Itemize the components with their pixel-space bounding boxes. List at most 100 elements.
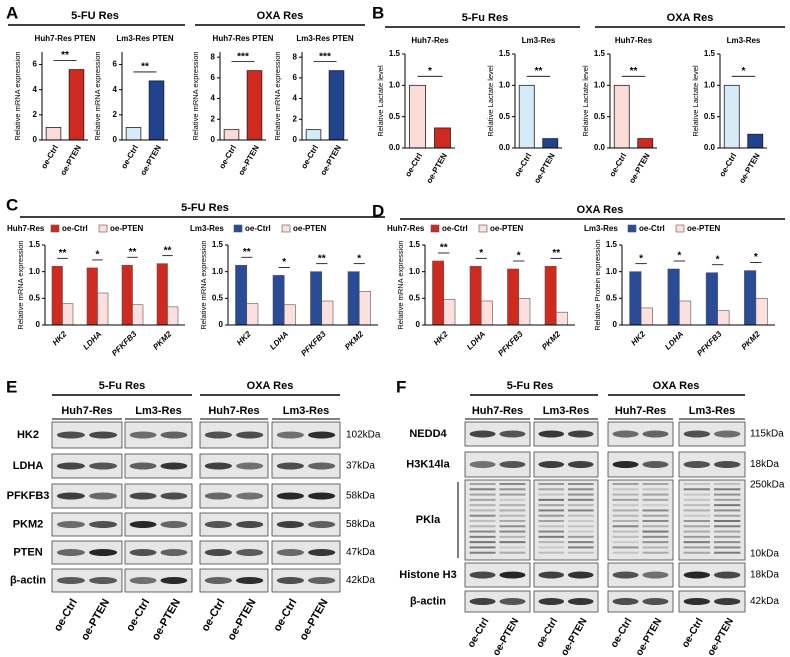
lane-label: oe-Ctrl bbox=[199, 597, 227, 634]
blot-band bbox=[713, 571, 741, 579]
blot-band bbox=[499, 461, 526, 468]
blot-band bbox=[499, 541, 526, 544]
blot-band bbox=[499, 525, 526, 528]
lane-label: oe-PTEN bbox=[706, 616, 736, 657]
bar bbox=[45, 127, 62, 141]
blot-band bbox=[204, 521, 232, 528]
blot-band bbox=[499, 514, 526, 517]
significance: * bbox=[428, 66, 432, 77]
bar bbox=[283, 304, 296, 326]
y-tick-label: 0.0 bbox=[594, 143, 606, 152]
x-tick-label: oe-Ctrl bbox=[718, 152, 739, 179]
blot-band bbox=[469, 551, 496, 554]
y-tick-label: 4 bbox=[211, 94, 216, 103]
y-tick-label: 0.0 bbox=[389, 143, 401, 152]
size-label: 37kDa bbox=[346, 461, 375, 472]
blot-band bbox=[236, 431, 264, 439]
protein-label: H3K14la bbox=[406, 458, 450, 470]
y-tick-label: 6 bbox=[211, 73, 216, 82]
protein-label: LDHA bbox=[13, 460, 44, 472]
x-tick-label: oe-Ctrl bbox=[403, 152, 424, 179]
y-axis-label: Relative mRNA expression bbox=[93, 51, 102, 140]
blot-band bbox=[642, 498, 669, 501]
blot-frame bbox=[124, 568, 193, 593]
panel-label: E bbox=[6, 377, 17, 396]
x-tick-label: oe-PTEN bbox=[627, 151, 652, 185]
blot-band bbox=[642, 430, 669, 438]
blot-frame bbox=[199, 540, 269, 565]
y-axis-label: Relative Lactate level bbox=[486, 65, 495, 137]
bar bbox=[705, 272, 718, 326]
blot-band bbox=[469, 598, 496, 605]
blot-band bbox=[713, 525, 741, 528]
y-tick-label: 0.0 bbox=[704, 143, 716, 152]
panel-label: A bbox=[6, 3, 18, 22]
y-axis-label: Relative Protein expression bbox=[593, 239, 602, 330]
blot-band bbox=[308, 577, 336, 584]
lane-label: oe-Ctrl bbox=[609, 616, 635, 650]
blot-band bbox=[567, 430, 594, 438]
blot-band bbox=[683, 598, 711, 605]
blot-band bbox=[683, 525, 711, 528]
legend-swatch bbox=[98, 224, 108, 233]
y-tick-label: 1.5 bbox=[409, 240, 421, 249]
blot-frame bbox=[533, 590, 599, 613]
lane-label: oe-Ctrl bbox=[466, 616, 492, 650]
blot-band bbox=[713, 598, 741, 605]
y-tick-label: 6 bbox=[33, 60, 38, 69]
y-tick-label: 0.5 bbox=[409, 293, 421, 302]
blot-band bbox=[713, 483, 741, 485]
blot-band bbox=[499, 504, 526, 507]
blot-band bbox=[499, 430, 526, 438]
blot-band bbox=[642, 493, 669, 496]
blot-band bbox=[538, 571, 565, 579]
cell-line: Huh7-Res bbox=[615, 405, 666, 417]
bar bbox=[305, 129, 322, 141]
blot-band bbox=[642, 514, 669, 517]
bar bbox=[544, 266, 557, 326]
y-axis-label: Relative mRNA expression bbox=[13, 51, 22, 140]
x-tick-label: oe-Ctrl bbox=[299, 144, 320, 171]
significance: * bbox=[754, 252, 758, 263]
legend-label: oe-Ctrl bbox=[62, 224, 88, 233]
blot-band bbox=[160, 521, 188, 528]
significance: * bbox=[716, 254, 720, 265]
significance: ** bbox=[552, 248, 560, 259]
y-tick-label: 1.5 bbox=[499, 49, 511, 58]
y-tick-label: 0 bbox=[211, 135, 216, 144]
legend-label: oe-Ctrl bbox=[639, 224, 665, 233]
size-label: 42kDa bbox=[750, 596, 779, 607]
bar bbox=[613, 84, 630, 149]
size-label: 47kDa bbox=[346, 547, 375, 558]
y-axis-label: Relative Lactate level bbox=[376, 65, 385, 137]
blot-band bbox=[567, 514, 594, 517]
blot-frame bbox=[199, 568, 269, 593]
y-tick-label: 1.5 bbox=[594, 49, 606, 58]
y-tick-label: 4 bbox=[293, 94, 298, 103]
blot-frame bbox=[51, 512, 123, 537]
blot-band bbox=[683, 541, 711, 544]
y-tick-label: 0 bbox=[113, 135, 118, 144]
blot-band bbox=[499, 493, 526, 496]
y-tick-label: 0.5 bbox=[499, 112, 511, 121]
bar bbox=[518, 298, 531, 326]
bar bbox=[409, 84, 426, 149]
blot-band bbox=[469, 488, 496, 491]
significance: ** bbox=[318, 253, 326, 264]
x-tick-label: LDHA bbox=[465, 329, 487, 351]
blot-band bbox=[538, 493, 565, 496]
chart-title: Lm3-Res PTEN bbox=[116, 34, 174, 43]
blot-band bbox=[642, 461, 669, 468]
blot-band bbox=[499, 530, 526, 533]
significance: * bbox=[479, 248, 483, 259]
significance: ** bbox=[630, 66, 638, 77]
y-axis-label: Relative Lactate level bbox=[691, 65, 700, 137]
y-axis-label: Relative mRNA expression bbox=[191, 51, 200, 140]
blot-band bbox=[204, 549, 232, 556]
cell-line: Lm3-Res bbox=[283, 405, 329, 417]
blot-band bbox=[276, 577, 304, 584]
chart-title: Huh7-Res bbox=[615, 36, 653, 45]
blot-band bbox=[567, 493, 594, 496]
significance: * bbox=[282, 257, 286, 268]
blot-band bbox=[642, 535, 669, 538]
